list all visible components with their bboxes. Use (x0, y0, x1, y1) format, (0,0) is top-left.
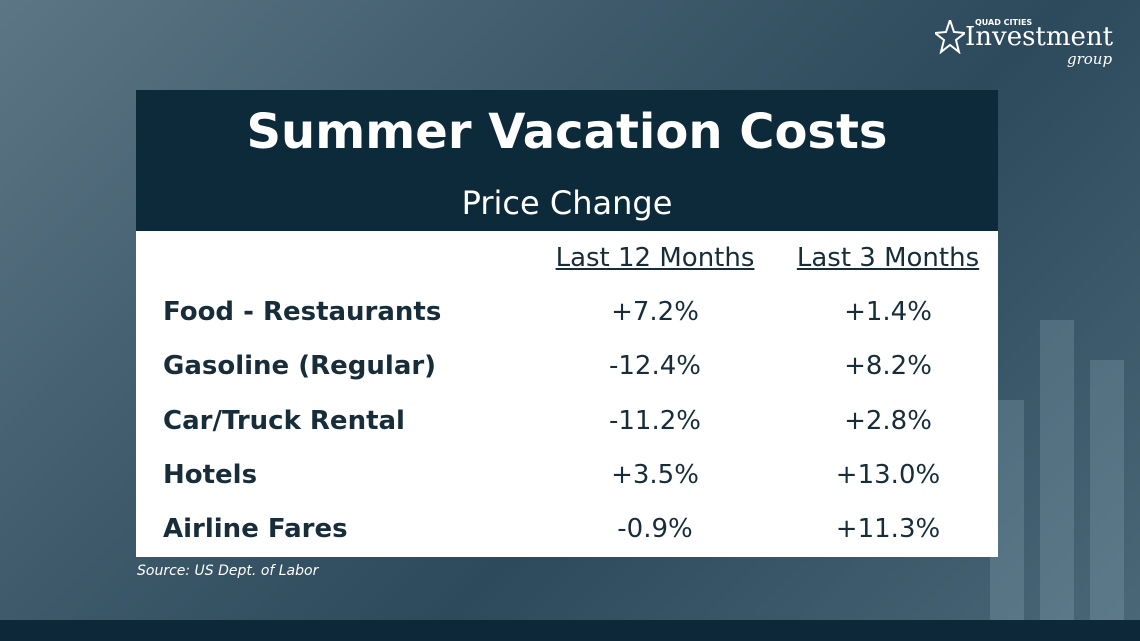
logo: QUAD CITIES Investment group (935, 16, 1125, 72)
row-label: Gasoline (Regular) (163, 351, 437, 382)
value-cell: +2.8% (844, 405, 932, 436)
logo-top: QUAD CITIES (975, 18, 1033, 27)
column-header: Last 3 Months (796, 243, 980, 273)
value-cell: +1.4% (844, 297, 932, 327)
row-label: Hotels (163, 459, 258, 490)
logo-star (935, 20, 965, 54)
logo-sub: group (1067, 50, 1113, 68)
row-label: Food - Restaurants (163, 297, 442, 327)
subtitle: Price Change (461, 184, 673, 222)
source: Source: US Dept. of Labor (137, 563, 319, 579)
value-cell: +7.2% (611, 297, 699, 327)
row-label: Airline Fares (163, 514, 348, 545)
column-header: Last 12 Months (555, 243, 755, 273)
value-cell: +13.0% (835, 459, 941, 490)
value-cell: -11.2% (609, 405, 701, 436)
value-cell: +8.2% (844, 351, 932, 382)
logo-main: Investment (965, 22, 1114, 52)
header: Summer Vacation Costs Price Change (136, 90, 998, 231)
footer-bar (0, 620, 1140, 641)
table-panel: Summer Vacation Costs Price Change Last … (136, 90, 998, 557)
value-cell: +3.5% (611, 459, 699, 490)
title: Summer Vacation Costs (246, 104, 888, 160)
value-cell: -0.9% (617, 514, 693, 545)
background-bars (980, 300, 1140, 620)
row-label: Car/Truck Rental (163, 405, 405, 436)
value-cell: -12.4% (609, 351, 701, 382)
value-cell: +11.3% (835, 514, 941, 545)
